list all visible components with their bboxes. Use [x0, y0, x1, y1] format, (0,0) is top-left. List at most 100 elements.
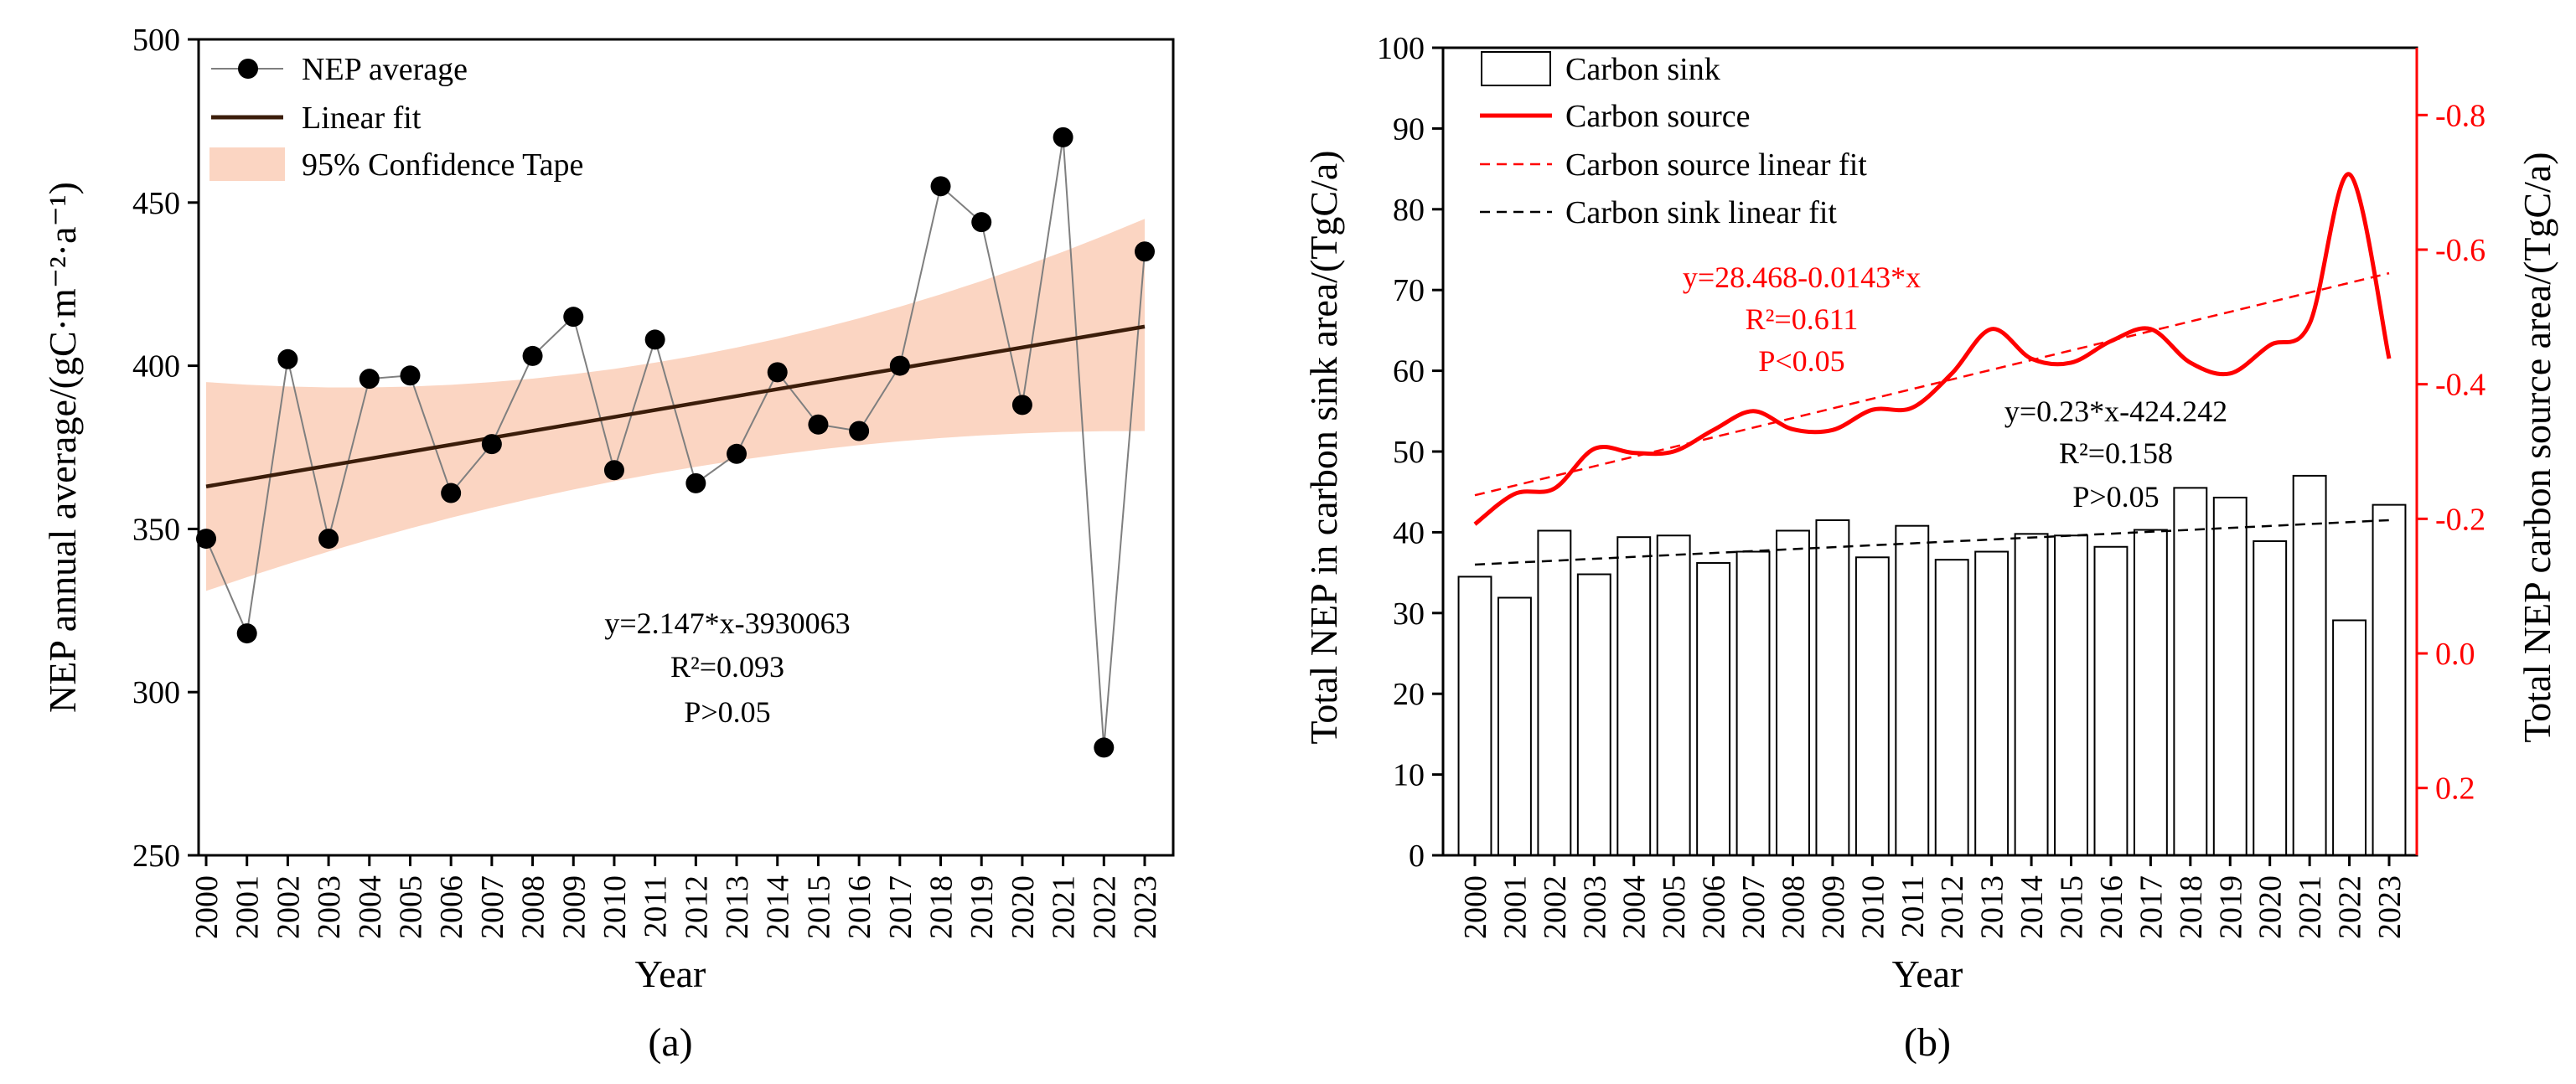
- y-tick-label: 20: [1393, 677, 1425, 712]
- nep-point-2010: [603, 460, 624, 481]
- x-tick-label: 2023: [2372, 875, 2408, 939]
- linear-fit-line: [205, 324, 1146, 488]
- y-tick-label: 0: [1409, 839, 1425, 874]
- source-annotation-p: P<0.05: [1758, 344, 1844, 378]
- sink-bar-2013: [1974, 550, 2010, 856]
- x-tick-label: 2021: [1047, 875, 1082, 939]
- y-axis-ticks-right: 0.2 0.0 -0.2 -0.4 -0.6 -0.8: [2417, 98, 2485, 807]
- y-tick-label: 40: [1393, 515, 1425, 550]
- regression-annotation: y=2.147*x-3930063 R²=0.093 P>0.05: [604, 607, 850, 729]
- x-tick-label: 2003: [312, 875, 347, 939]
- nep-point-2015: [808, 414, 829, 435]
- nep-point-2011: [644, 329, 665, 350]
- y-tick-label: 400: [132, 349, 180, 385]
- sink-bar-2021: [2292, 474, 2327, 856]
- sink-annotation-r2: R²=0.158: [2059, 436, 2173, 470]
- x-tick-label: 2000: [1458, 875, 1493, 939]
- sink-bar-2015: [2054, 534, 2088, 856]
- sink-bar-2011: [1895, 524, 1930, 856]
- y2-tick-label: -0.4: [2435, 368, 2485, 403]
- nep-point-2013: [727, 443, 747, 464]
- y-tick-label: 70: [1393, 273, 1425, 308]
- y-tick-label: 10: [1393, 758, 1425, 793]
- nep-point-2022: [1094, 737, 1115, 758]
- y-tick-label: 30: [1393, 596, 1425, 632]
- sink-bar-2008: [1776, 529, 1810, 856]
- nep-point-2001: [236, 623, 257, 644]
- nep-point-2002: [277, 348, 298, 369]
- x-tick-label: 2018: [924, 875, 960, 939]
- sink-annotation-p: P>0.05: [2072, 480, 2159, 514]
- x-axis-title-b: Year: [1892, 952, 1963, 995]
- x-tick-label: 2004: [353, 875, 388, 939]
- nep-point-2000: [196, 529, 216, 550]
- legend-label-sink-fit: Carbon sink linear fit: [1565, 195, 1837, 230]
- x-tick-label: 2016: [842, 875, 877, 939]
- x-tick-label: 2006: [1697, 875, 1732, 939]
- y-tick-label: 100: [1377, 31, 1425, 66]
- legend-label-nep: NEP average: [302, 52, 468, 87]
- sink-bar-2000: [1457, 576, 1492, 856]
- source-annotation-r2: R²=0.611: [1746, 302, 1859, 336]
- nep-point-2018: [930, 176, 951, 197]
- y-tick-label: 60: [1393, 354, 1425, 390]
- x-tick-label: 2017: [883, 875, 918, 939]
- legend-marker-band: [209, 147, 285, 181]
- source-annotation: y=28.468-0.0143*x R²=0.611 P<0.05: [1683, 261, 1921, 378]
- sink-bar-2009: [1815, 519, 1850, 856]
- x-tick-label: 2014: [2015, 875, 2050, 939]
- x-tick-label: 2001: [230, 875, 266, 939]
- x-tick-label: 2018: [2174, 875, 2209, 939]
- nep-point-2023: [1135, 241, 1155, 262]
- carbon-source-line: [1473, 172, 2392, 526]
- legend-label-source: Carbon source: [1565, 99, 1751, 134]
- nep-average-line: [205, 137, 1146, 748]
- nep-points: [196, 126, 1155, 758]
- x-tick-label: 2002: [1538, 875, 1573, 939]
- x-tick-label: 2011: [639, 875, 674, 938]
- sink-bar-2003: [1576, 573, 1611, 856]
- sink-bar-2019: [2212, 496, 2248, 856]
- nep-point-2014: [767, 362, 788, 383]
- nep-point-2004: [359, 369, 380, 390]
- y-tick-label: 80: [1393, 193, 1425, 228]
- nep-point-2008: [522, 345, 543, 366]
- carbon-sink-bars: [1457, 474, 2407, 857]
- y2-axis-title-b: Total NEP carbon source area/(TgC/a): [2516, 152, 2558, 742]
- y2-tick-label: 0.0: [2435, 637, 2475, 672]
- legend-marker-point: [238, 59, 258, 79]
- y-tick-label: 300: [132, 675, 180, 710]
- sink-bar-2023: [2372, 503, 2407, 857]
- panel-label-a: (a): [648, 1020, 692, 1065]
- x-tick-label: 2007: [475, 875, 510, 939]
- source-annotation-equation: y=28.468-0.0143*x: [1683, 261, 1921, 294]
- sink-bar-2012: [1934, 559, 1969, 857]
- x-tick-label: 2017: [2134, 875, 2169, 939]
- x-tick-label: 2003: [1577, 875, 1612, 939]
- carbon-source-fit-line: [1474, 271, 2390, 497]
- x-tick-label: 2014: [761, 875, 796, 939]
- x-tick-label: 2012: [679, 875, 714, 939]
- y-tick-label: 90: [1393, 111, 1425, 147]
- x-tick-label: 2009: [1816, 875, 1851, 939]
- x-tick-label: 2010: [597, 875, 633, 939]
- x-tick-label: 2010: [1855, 875, 1891, 939]
- x-tick-label: 2006: [434, 875, 469, 939]
- annotation-equation: y=2.147*x-3930063: [604, 607, 850, 640]
- x-tick-label: 2008: [516, 875, 551, 939]
- x-tick-label: 2005: [393, 875, 428, 939]
- y2-tick-label: -0.8: [2435, 98, 2485, 133]
- x-tick-label: 2002: [271, 875, 306, 939]
- sink-bar-2002: [1537, 529, 1572, 856]
- legend-b: Carbon sink Carbon source Carbon source …: [1480, 51, 1867, 230]
- x-tick-label: 2019: [2213, 875, 2248, 939]
- sink-bar-2010: [1854, 556, 1890, 856]
- y-tick-label: 50: [1393, 435, 1425, 470]
- x-tick-label: 2008: [1776, 875, 1811, 939]
- nep-point-2019: [971, 212, 992, 233]
- nep-point-2009: [563, 307, 584, 328]
- sink-bar-2007: [1735, 550, 1771, 856]
- legend-label-band: 95% Confidence Tape: [302, 147, 583, 183]
- x-tick-label: 2015: [2055, 875, 2090, 939]
